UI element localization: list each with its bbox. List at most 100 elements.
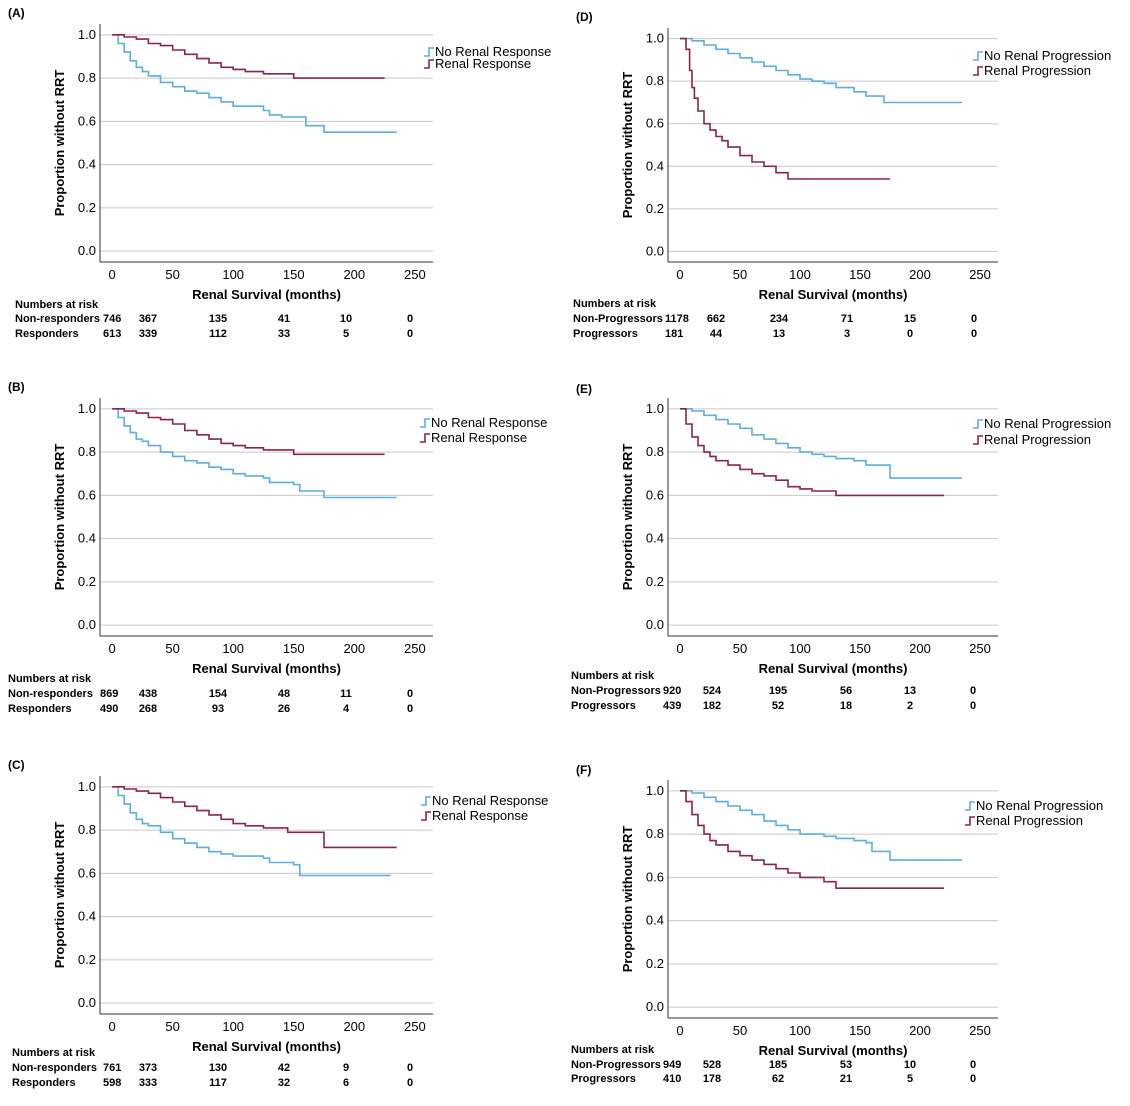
y-tick-label: 1.0 [78,401,96,416]
y-tick-label: 0.0 [646,999,664,1014]
x-tick-label: 100 [789,1023,811,1038]
legend-swatch [965,801,975,811]
panel-label: (A) [8,6,25,20]
x-tick-label: 100 [789,267,811,282]
x-tick-label: 100 [222,641,244,656]
risk-row-label: Responders [12,1077,76,1089]
risk-value: 1178 [665,313,689,325]
risk-value: 949 [663,1059,681,1071]
x-tick-label: 100 [789,641,811,656]
km-curve-renal [112,408,385,456]
risk-table-title: Numbers at risk [12,1047,96,1059]
x-tick-label: 250 [969,1023,991,1038]
x-tick-label: 50 [733,641,747,656]
risk-value: 13 [904,685,916,697]
x-axis-title: Renal Survival (months) [759,287,908,302]
risk-table-title: Numbers at risk [571,670,655,682]
y-axis-title: Proportion without RRT [620,72,635,219]
y-tick-label: 0.6 [78,487,96,502]
x-axis-title: Renal Survival (months) [759,661,908,676]
x-tick-label: 150 [849,641,871,656]
risk-value: 524 [703,685,722,697]
risk-row-label: Non-responders [8,688,93,700]
risk-value: 48 [278,688,290,700]
risk-value: 268 [139,703,157,715]
risk-value: 0 [407,688,413,700]
y-tick-label: 0.8 [78,70,96,85]
x-tick-label: 50 [165,641,179,656]
x-tick-label: 100 [222,267,244,282]
y-tick-label: 1.0 [78,27,96,42]
risk-value: 195 [769,685,787,697]
x-tick-label: 200 [343,267,365,282]
risk-value: 21 [840,1073,852,1085]
panel-label: (E) [576,382,592,396]
x-tick-label: 250 [404,641,426,656]
risk-row-label: Progressors [571,1073,636,1085]
risk-value: 438 [139,688,157,700]
risk-value: 71 [841,313,853,325]
km-curve-renal [680,37,890,180]
x-tick-label: 0 [108,267,115,282]
x-tick-label: 150 [283,1019,305,1034]
legend-label: No Renal Progression [984,416,1111,431]
risk-row-label: Non-Progressors [573,313,663,325]
legend-label: Renal Progression [984,63,1091,78]
risk-value: 52 [772,700,784,712]
risk-value: 373 [139,1062,157,1074]
legend-swatch [973,66,983,76]
km-panel-a: (A)0.00.20.40.60.81.00 50 100 150 200 250Rena… [8,6,551,340]
y-tick-label: 0.2 [646,956,664,971]
km-curve-no-renal [112,408,397,499]
x-tick-label: 250 [404,267,426,282]
x-tick-label: 0 [108,641,115,656]
risk-value: 0 [407,1077,413,1089]
legend-label: Renal Response [431,430,527,445]
y-tick-label: 1.0 [646,783,664,798]
x-tick-label: 0 [676,1023,683,1038]
risk-value: 0 [970,685,976,697]
risk-value: 26 [278,703,290,715]
risk-value: 439 [663,700,681,712]
risk-value: 0 [970,1059,976,1071]
risk-value: 178 [703,1073,721,1085]
legend-label: Renal Progression [984,432,1091,447]
risk-value: 182 [703,700,721,712]
y-tick-label: 0.2 [78,952,96,967]
x-axis-title: Renal Survival (months) [192,1039,341,1054]
risk-value: 869 [100,688,118,700]
risk-value: 333 [139,1077,157,1089]
legend-label: No Renal Response [431,415,547,430]
x-axis-title: Renal Survival (months) [192,661,341,676]
risk-table-title: Numbers at risk [8,673,92,685]
x-tick-label: 250 [969,641,991,656]
risk-table-title: Numbers at risk [571,1044,655,1056]
risk-value: 0 [407,328,413,340]
y-tick-label: 0.2 [646,574,664,589]
x-tick-label: 200 [909,1023,931,1038]
risk-row-label: Responders [8,703,72,715]
risk-value: 0 [407,703,413,715]
y-tick-label: 0.4 [646,913,664,928]
km-curve-renal [112,34,385,79]
legend-label: Renal Response [435,56,531,71]
x-tick-label: 200 [343,1019,365,1034]
y-tick-label: 0.6 [646,116,664,131]
risk-value: 0 [970,700,976,712]
y-tick-label: 0.0 [78,243,96,258]
legend-label: No Renal Progression [984,48,1111,63]
risk-row-label: Responders [15,328,79,340]
x-tick-label: 0 [108,1019,115,1034]
y-tick-label: 0.2 [78,200,96,215]
legend-label: Renal Progression [976,813,1083,828]
km-curve-no-renal [112,34,397,133]
km-panel-c: (C) 0.0 0.2 0.4 0.6 0.8 1.0 0 50 100 150 200 250 Rena… [8,758,548,1089]
km-panel-d: (D)0.00.20.40.60.81.00 50 100 150 200 250Rena… [573,10,1111,340]
risk-value: 13 [773,328,785,340]
y-tick-label: 0.4 [78,531,96,546]
risk-value: 0 [407,313,413,325]
x-tick-label: 50 [165,1019,179,1034]
x-axis-title: Renal Survival (months) [759,1043,908,1058]
km-curve-no-renal [680,37,962,104]
